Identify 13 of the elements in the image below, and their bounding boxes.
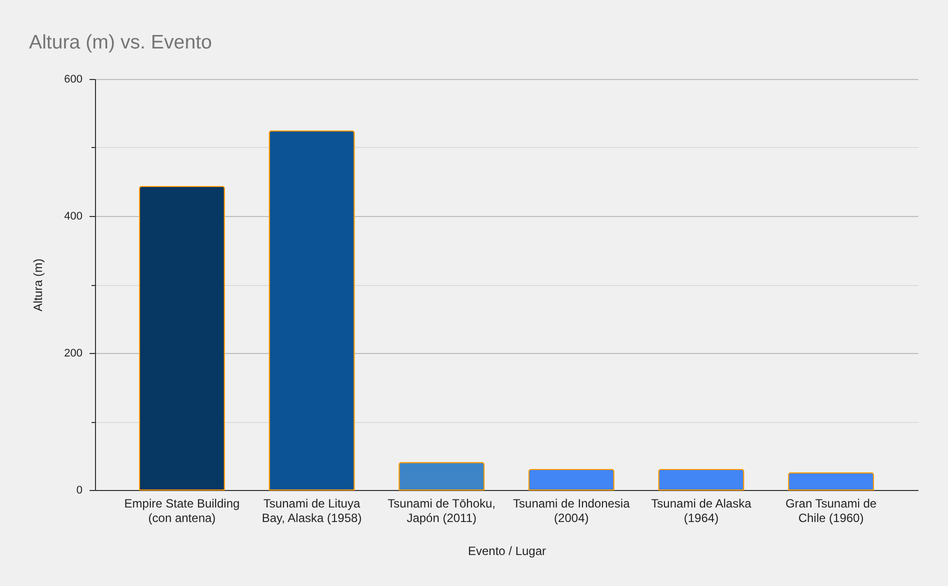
x-tick-label: Tsunami de Tōhoku, Japón (2011) [388, 496, 496, 525]
y-tick-label: 200 [64, 348, 82, 360]
x-tick-label: Empire State Building (con antena) [124, 496, 240, 525]
x-tick-label: Tsunami de Alaska (1964) [651, 496, 752, 525]
x-tick-label: Gran Tsunami de Chile (1960) [785, 496, 877, 525]
y-tick-label: 600 [64, 74, 82, 86]
y-tick-label: 0 [76, 484, 82, 496]
x-axis-title: Evento / Lugar [468, 544, 546, 558]
y-axis-title: Altura (m) [31, 258, 46, 312]
y-tick-label: 400 [64, 210, 82, 222]
chart-title: Altura (m) vs. Evento [29, 31, 212, 54]
x-tick-label: Tsunami de Indonesia (2004) [513, 496, 630, 525]
x-tick-label: Tsunami de Lituya Bay, Alaska (1958) [262, 496, 362, 525]
